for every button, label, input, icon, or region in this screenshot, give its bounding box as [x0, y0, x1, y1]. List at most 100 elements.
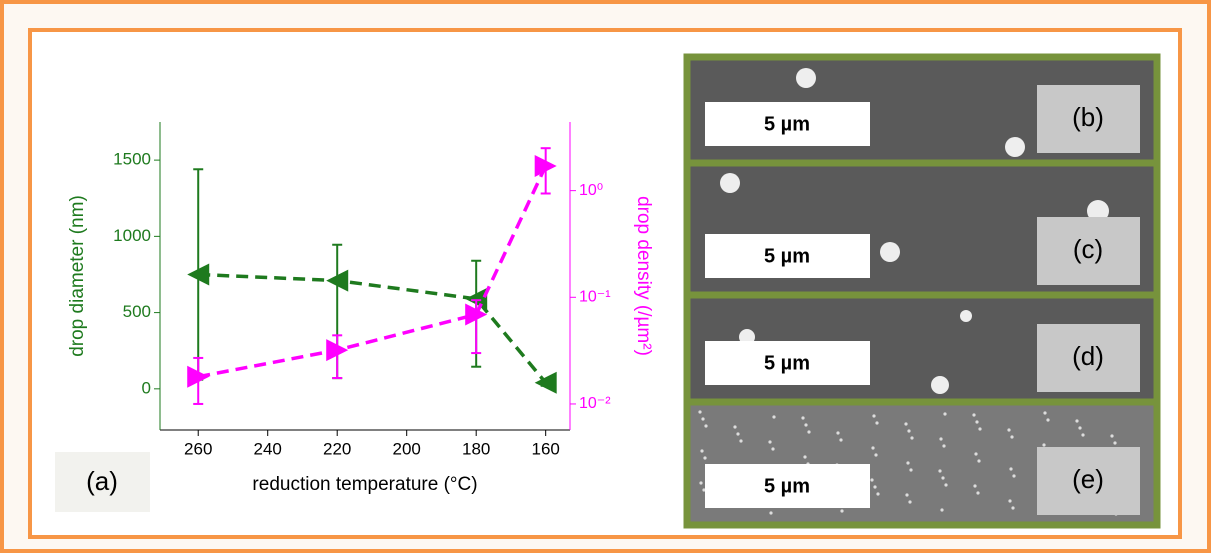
- label-box: [1037, 85, 1140, 153]
- particle: [942, 444, 946, 448]
- marker: [534, 155, 557, 178]
- label-box: [55, 452, 150, 512]
- marker: [326, 269, 349, 292]
- particle: [704, 424, 708, 428]
- label-box: [1037, 217, 1140, 285]
- particle: [839, 438, 843, 442]
- particle: [910, 436, 914, 440]
- particle: [975, 420, 979, 424]
- particle: [1110, 434, 1114, 438]
- particle: [872, 414, 876, 418]
- y2-axis-title: drop density (/µm²): [633, 196, 654, 356]
- y2-tick-label: 10⁻¹: [579, 289, 611, 306]
- panel-label: (d): [1072, 341, 1104, 371]
- scale-box: [705, 341, 870, 385]
- particle: [960, 310, 972, 322]
- particle: [976, 491, 980, 495]
- series-line: [198, 272, 548, 384]
- particle: [736, 432, 740, 436]
- particle: [807, 430, 811, 434]
- particle: [803, 455, 807, 459]
- particle: [1012, 474, 1016, 478]
- particle: [876, 492, 880, 496]
- x-tick-label: 220: [323, 439, 351, 458]
- particle: [698, 410, 702, 414]
- particle: [801, 416, 805, 420]
- panel-label: (a): [86, 466, 118, 496]
- particle: [977, 459, 981, 463]
- scale-label: 5 µm: [764, 245, 810, 267]
- particle: [772, 415, 776, 419]
- particle: [972, 413, 976, 417]
- particle: [769, 511, 773, 515]
- particle: [768, 440, 772, 444]
- particle: [880, 242, 900, 262]
- particle: [1113, 441, 1117, 445]
- particle: [871, 446, 875, 450]
- y2-tick-label: 10⁰: [579, 182, 603, 199]
- panel-label: (c): [1073, 234, 1103, 264]
- particle: [1075, 419, 1079, 423]
- particle: [909, 468, 913, 472]
- marker: [326, 339, 349, 362]
- particle: [974, 452, 978, 456]
- particle: [1087, 200, 1109, 222]
- x-tick-label: 180: [462, 439, 490, 458]
- panel-label: (b): [1072, 102, 1104, 132]
- label-box: [1037, 324, 1140, 392]
- scale-box: [705, 464, 870, 508]
- particle: [733, 425, 737, 429]
- particle: [904, 422, 908, 426]
- particle: [771, 447, 775, 451]
- particle: [1081, 433, 1085, 437]
- x-tick-label: 240: [254, 439, 282, 458]
- particle: [720, 173, 740, 193]
- marker: [187, 365, 210, 388]
- particle: [939, 437, 943, 441]
- particle: [1046, 418, 1050, 422]
- particle: [1009, 467, 1013, 471]
- y-axis-title: drop diameter (nm): [67, 195, 88, 357]
- marker: [187, 263, 210, 286]
- particle: [931, 376, 949, 394]
- particle: [906, 461, 910, 465]
- particle: [941, 476, 945, 480]
- particle: [870, 478, 874, 482]
- particle: [1042, 443, 1046, 447]
- particle: [836, 431, 840, 435]
- marker: [465, 303, 488, 326]
- particle: [1008, 499, 1012, 503]
- scale-label: 5 µm: [764, 352, 810, 374]
- particle: [1078, 426, 1082, 430]
- particle: [699, 481, 703, 485]
- y-tick-label: 1000: [113, 226, 151, 245]
- particle: [907, 429, 911, 433]
- marker: [534, 371, 557, 394]
- x-tick-label: 160: [531, 439, 559, 458]
- particle: [739, 439, 743, 443]
- particle: [873, 485, 877, 489]
- particle: [1043, 411, 1047, 415]
- particle: [973, 484, 977, 488]
- label-box: [1037, 447, 1140, 515]
- scale-box: [705, 234, 870, 278]
- particle: [703, 456, 707, 460]
- y2-tick-label: 10⁻²: [579, 395, 611, 412]
- particle: [874, 453, 878, 457]
- y-tick-label: 0: [142, 378, 151, 397]
- particle: [905, 493, 909, 497]
- particle: [978, 427, 982, 431]
- particle: [840, 509, 844, 513]
- particle: [908, 500, 912, 504]
- panel-label: (e): [1072, 464, 1104, 494]
- particle: [875, 421, 879, 425]
- particle: [701, 417, 705, 421]
- y-tick-label: 500: [123, 302, 151, 321]
- particle: [938, 469, 942, 473]
- y-tick-label: 1500: [113, 150, 151, 169]
- particle: [1010, 435, 1014, 439]
- particle: [943, 412, 947, 416]
- particle: [1007, 428, 1011, 432]
- scale-label: 5 µm: [764, 475, 810, 497]
